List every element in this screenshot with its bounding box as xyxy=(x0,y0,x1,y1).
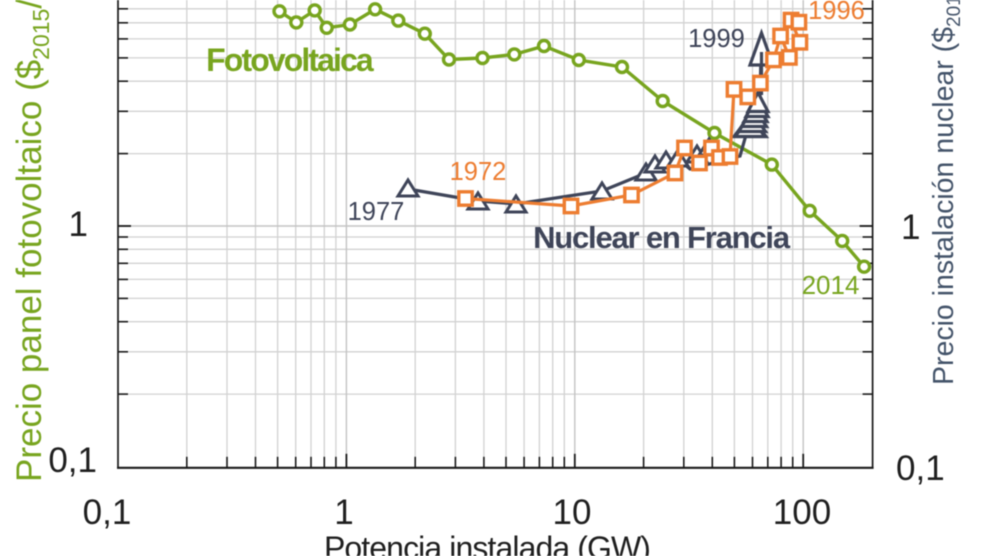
svg-text:1999: 1999 xyxy=(688,25,745,53)
svg-text:Precio panel fotovoltaico ($20: Precio panel fotovoltaico ($2015/W) xyxy=(10,0,54,482)
svg-text:Potencia instalada (GW): Potencia instalada (GW) xyxy=(324,530,650,556)
svg-text:0,1: 0,1 xyxy=(896,449,945,488)
svg-text:1: 1 xyxy=(901,208,920,247)
svg-text:0,1: 0,1 xyxy=(48,441,97,480)
svg-text:1: 1 xyxy=(334,493,353,532)
svg-text:Precio instalación nuclear ($2: Precio instalación nuclear ($2015/kW) xyxy=(928,0,965,385)
svg-text:0,1: 0,1 xyxy=(83,493,132,532)
svg-text:Nuclear en Francia: Nuclear en Francia xyxy=(533,220,791,255)
svg-text:100: 100 xyxy=(773,493,831,532)
svg-text:2014: 2014 xyxy=(802,270,860,300)
svg-text:1: 1 xyxy=(69,205,88,244)
svg-text:1972: 1972 xyxy=(450,158,507,186)
svg-text:Fotovoltaica: Fotovoltaica xyxy=(206,42,374,78)
svg-text:1996: 1996 xyxy=(808,0,865,25)
svg-text:1977: 1977 xyxy=(348,198,405,226)
svg-text:10: 10 xyxy=(553,493,592,532)
